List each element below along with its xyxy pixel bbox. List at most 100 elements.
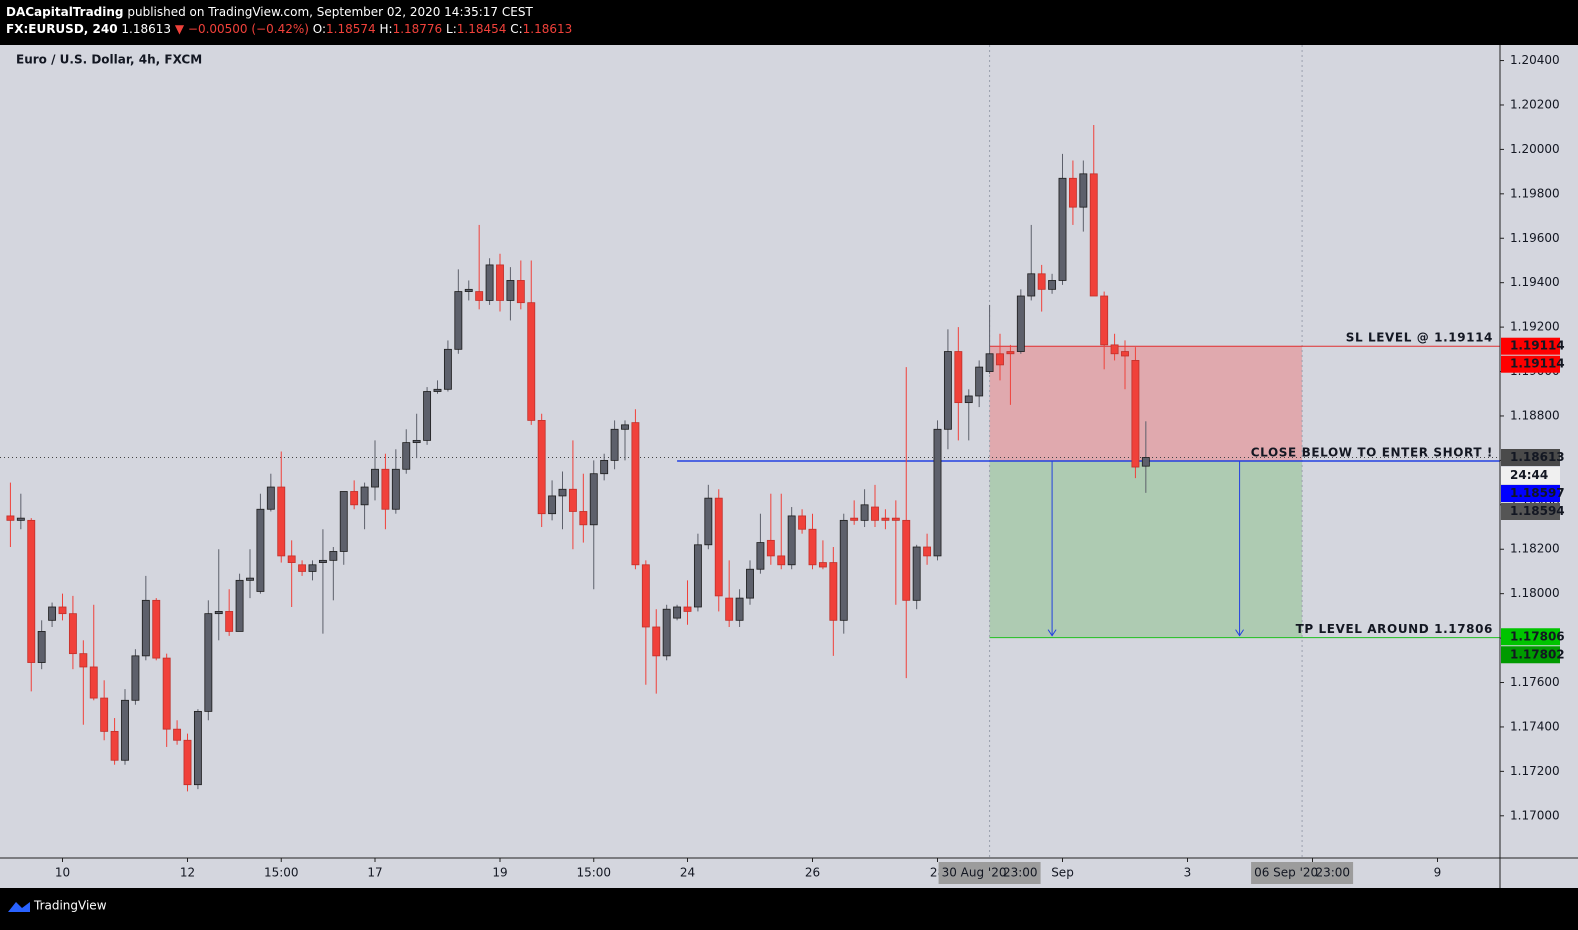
candle-body [1141,457,1150,467]
arrow-head [1047,629,1057,637]
candle-body [402,442,411,470]
price-tag [1501,502,1560,520]
candle-body [381,468,390,510]
candle-body [996,353,1004,366]
candle-body [246,577,254,581]
candle-body [443,348,452,390]
candle-body [954,351,963,404]
candle-body [693,544,702,608]
price-tag-label: 24:44 [1510,468,1548,482]
candle-body [589,473,598,526]
price-tag-label: 1.18594 [1510,504,1565,518]
x-tick-label: 15:00 [576,866,611,880]
candle-body [256,508,265,592]
candle-body [277,486,286,557]
candle-body [1006,351,1015,355]
range-label-box [1251,862,1354,884]
candle-body [183,739,192,786]
candle-body [579,511,588,526]
candle-body [412,439,421,444]
y-tick-label: 1.19400 [1510,275,1560,289]
candle-body [673,606,682,619]
candle-body [1048,280,1057,290]
y-tick-label: 1.20200 [1510,97,1560,111]
candle-body [777,555,786,566]
brand: TradingView [33,899,107,913]
candle-body [68,613,77,655]
y-tick-label: 1.20000 [1510,142,1560,156]
candle-body [371,468,379,488]
candle-body [829,562,838,621]
candle-body [631,422,640,566]
candle-body [318,559,327,563]
candle-body [798,515,807,530]
footer-bar [0,888,1578,930]
candle-body [725,597,734,621]
y-tick-label: 1.17200 [1510,764,1560,778]
candle-body [27,519,36,663]
x-tick-label: Sep [1051,866,1074,880]
candle-body [131,655,140,701]
y-tick-label: 1.18000 [1510,586,1560,600]
candle-body [1131,360,1140,468]
candle-body [808,528,817,566]
y-tick-label: 1.17600 [1510,675,1560,689]
candle-body [391,468,400,510]
candle-body [1110,344,1119,355]
candle-body [652,626,661,657]
candle-body [37,631,46,663]
candle-body [714,497,723,597]
range-label-date: 06 Sep '20 [1254,866,1318,880]
candle-body [235,579,244,632]
candle-body [141,599,150,657]
annotation: CLOSE BELOW TO ENTER SHORT ! [1251,446,1493,460]
price-tag [1501,337,1560,355]
y-tick-label: 1.18800 [1510,408,1560,422]
candle-body [766,539,775,557]
y-tick-label: 1.18200 [1510,542,1560,556]
candle-body [89,666,98,699]
x-tick-label: 19 [492,866,507,880]
change: ▼ −0.00500 (−0.42%) [175,22,309,36]
candle-body [100,697,109,732]
candle-body [266,486,275,510]
candle-body [1068,177,1077,208]
candle-body [568,488,577,512]
candle-body [537,420,546,515]
candle-body [600,459,609,475]
x-tick-label: 26 [805,866,820,880]
annotation: TP LEVEL AROUND 1.17806 [1296,622,1493,636]
candle-body [891,517,900,521]
price-tag [1501,646,1560,664]
candle-body [881,517,890,521]
candle-body [1027,273,1036,297]
price-tag-label: 1.18597 [1510,486,1565,500]
symbol: FX:EURUSD, 240 [6,22,118,36]
ohlc-key: C: [510,22,522,36]
ohlc-value: 1.18776 [393,22,443,36]
ohlc-key: O: [313,22,326,36]
price-tag [1501,355,1560,373]
candle-body [433,388,442,392]
candle-body [610,428,619,461]
price-tag [1501,448,1560,466]
candle-body [475,291,484,301]
y-tick-label: 1.17400 [1510,719,1560,733]
candle-body [496,264,504,301]
candle-body [548,495,557,515]
candle-body [621,424,629,430]
x-tick-label: 12 [180,866,195,880]
candle-body [193,710,202,786]
arrow-head [1235,629,1244,637]
candle-body [787,515,796,566]
price-tag-label: 1.19114 [1510,357,1565,371]
ohlc-key: H: [379,22,392,36]
candle-body [48,606,57,621]
candle-body [641,564,650,628]
candle-body [527,302,536,421]
chart-title: Euro / U.S. Dollar, 4h, FXCM [16,53,202,67]
candle-body [1079,173,1088,208]
range-label-time: 23:00 [1315,866,1350,880]
header-line-1: DACapitalTrading published on TradingVie… [6,5,533,19]
